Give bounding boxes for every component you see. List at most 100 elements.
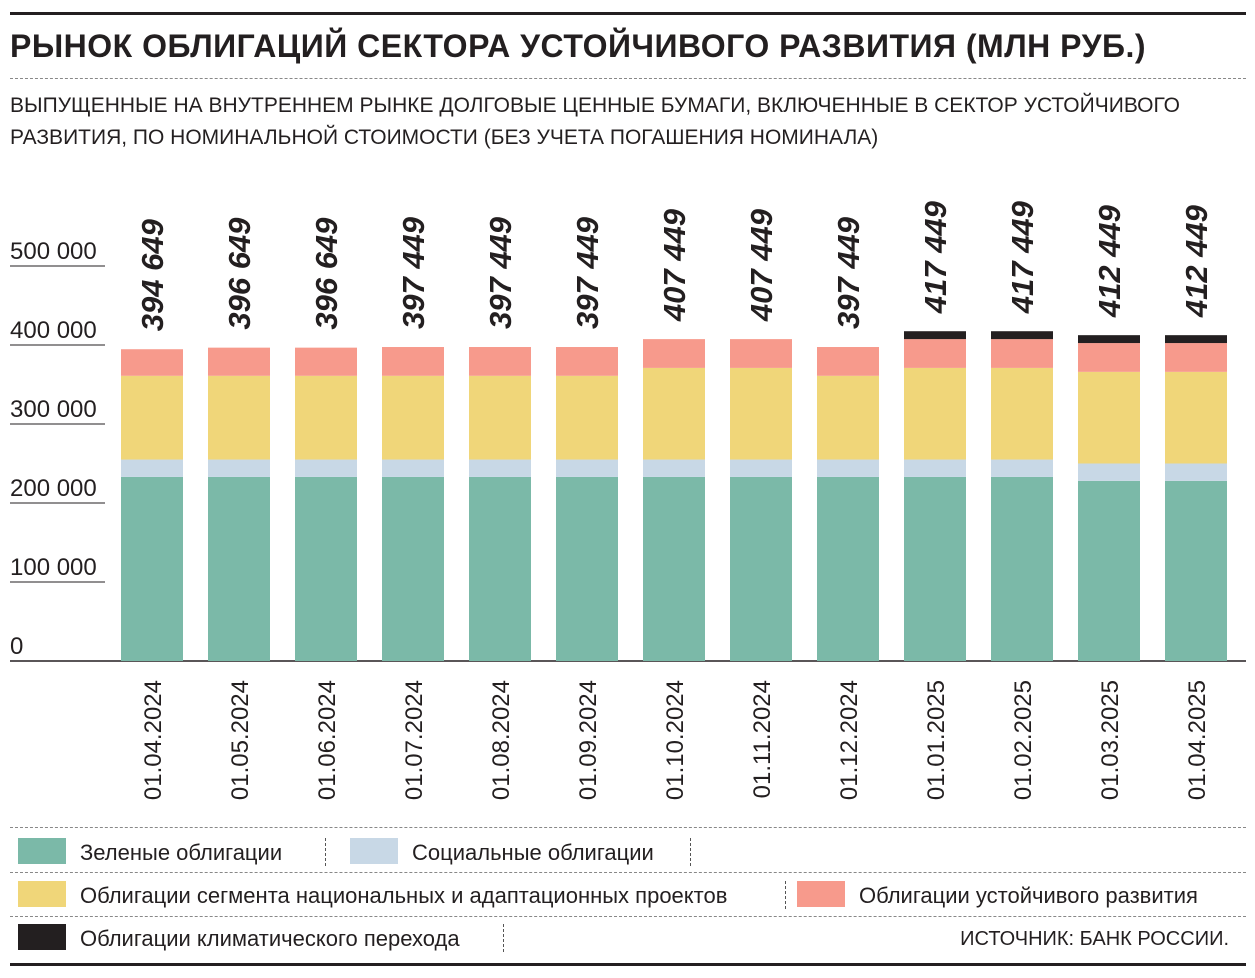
x-tick-label: 01.08.2024	[488, 680, 515, 800]
total-label: 417 449	[1005, 200, 1040, 314]
bar-segment	[1078, 480, 1140, 661]
source-note: ИСТОЧНИК: БАНК РОССИИ.	[960, 928, 1229, 950]
chart-subtitle: ВЫПУЩЕННЫЕ НА ВНУТРЕННЕМ РЫНКЕ ДОЛГОВЫЕ …	[10, 94, 1180, 149]
bar-segment	[991, 459, 1053, 477]
legend-separator	[503, 924, 504, 952]
y-tick-label: 400 000	[10, 317, 97, 344]
legend-swatch-social	[350, 838, 398, 864]
x-tick-label: 01.04.2025	[1184, 680, 1211, 800]
total-label: 412 449	[1179, 204, 1214, 318]
bar-segment	[469, 375, 531, 460]
bar-segment	[556, 476, 618, 661]
legend-swatch-green	[18, 838, 66, 864]
total-label: 417 449	[918, 200, 953, 314]
bar-segment	[556, 375, 618, 460]
bar-segment	[1165, 343, 1227, 372]
bar-segment	[991, 476, 1053, 661]
x-tick-label: 01.04.2024	[140, 680, 167, 800]
x-tick-label: 01.11.2024	[749, 680, 776, 798]
x-tick-label: 01.02.2025	[1010, 680, 1037, 800]
x-tick-label: 01.01.2025	[923, 680, 950, 800]
bar-segment	[208, 347, 270, 376]
legend-divider	[10, 916, 1246, 917]
bar-segment	[121, 459, 183, 477]
bar-segment	[382, 347, 444, 376]
bar-segment	[643, 367, 705, 460]
bar-segment	[817, 375, 879, 460]
x-tick-label: 01.10.2024	[662, 680, 689, 800]
legend-label-national: Облигации сегмента национальных и адапта…	[80, 883, 728, 908]
bar-segment	[1078, 463, 1140, 481]
bar-segment	[382, 375, 444, 460]
bar-segment	[295, 347, 357, 376]
y-tick-label: 100 000	[10, 554, 97, 581]
x-tick-label: 01.07.2024	[401, 680, 428, 800]
legend-label-social: Социальные облигации	[412, 840, 654, 865]
legend-swatch-climate	[18, 924, 66, 950]
bar-segment	[556, 347, 618, 376]
bar-segment	[991, 331, 1053, 340]
bar-segment	[991, 367, 1053, 460]
bottom-rule	[10, 963, 1246, 966]
bar-segment	[643, 339, 705, 368]
bars	[121, 331, 1227, 661]
x-tick-label: 01.06.2024	[314, 680, 341, 800]
x-tick-labels: 01.04.2024 01.05.2024 01.06.2024 01.07.2024…	[140, 680, 1211, 800]
bar-segment	[469, 459, 531, 477]
bar-segment	[904, 367, 966, 460]
bar-segment	[469, 476, 531, 661]
title-divider	[10, 78, 1246, 79]
legend-divider	[10, 872, 1246, 873]
bar-segment	[904, 339, 966, 368]
legend-separator	[325, 838, 326, 866]
chart-title: РЫНОК ОБЛИГАЦИЙ СЕКТОРА УСТОЙЧИВОГО РАЗВ…	[10, 28, 1147, 64]
x-tick-label: 01.05.2024	[227, 680, 254, 800]
top-rule	[10, 12, 1246, 15]
bar-segment	[1165, 371, 1227, 464]
bar-segment	[469, 347, 531, 376]
bar-segment	[295, 476, 357, 661]
bar-segment	[556, 459, 618, 477]
y-tick-label: 500 000	[10, 238, 97, 265]
total-label: 397 449	[483, 216, 518, 329]
total-label: 397 449	[570, 216, 605, 329]
bar-segment	[817, 347, 879, 376]
bar-segment	[208, 375, 270, 460]
legend-divider-top	[10, 827, 1246, 828]
y-tick-label: 200 000	[10, 475, 97, 502]
bar-segment	[817, 459, 879, 477]
bar-segment	[991, 339, 1053, 368]
bar-segment	[904, 459, 966, 477]
x-tick-label: 01.09.2024	[575, 680, 602, 800]
y-tick-label: 0	[10, 633, 23, 660]
total-label: 397 449	[396, 216, 431, 329]
legend-separator	[785, 881, 786, 909]
bar-segment	[382, 459, 444, 477]
legend-label-climate: Облигации климатического перехода	[80, 926, 460, 951]
bar-segment	[904, 476, 966, 661]
bar-segment	[1165, 480, 1227, 661]
x-tick-label: 01.03.2025	[1097, 680, 1124, 800]
legend-separator	[690, 838, 691, 866]
bar-segment	[730, 476, 792, 661]
total-label: 396 649	[309, 217, 344, 330]
bar-segment	[1078, 371, 1140, 464]
bar-segment	[208, 476, 270, 661]
bar-segment	[904, 331, 966, 340]
bar-segment	[382, 476, 444, 661]
legend-swatch-sustainable	[797, 881, 845, 907]
legend-label-green: Зеленые облигации	[80, 840, 283, 865]
bar-segment	[730, 459, 792, 477]
bar-segment	[121, 476, 183, 661]
bar-segment	[295, 459, 357, 477]
total-label: 407 449	[744, 208, 779, 322]
bar-segment	[1165, 463, 1227, 481]
total-label: 397 449	[831, 216, 866, 329]
bar-segment	[121, 349, 183, 376]
bar-segment	[295, 375, 357, 460]
bar-segment	[730, 339, 792, 368]
bar-segment	[208, 459, 270, 477]
total-label: 394 649	[135, 218, 170, 331]
x-tick-label: 01.12.2024	[836, 680, 863, 800]
bar-segment	[1078, 343, 1140, 372]
